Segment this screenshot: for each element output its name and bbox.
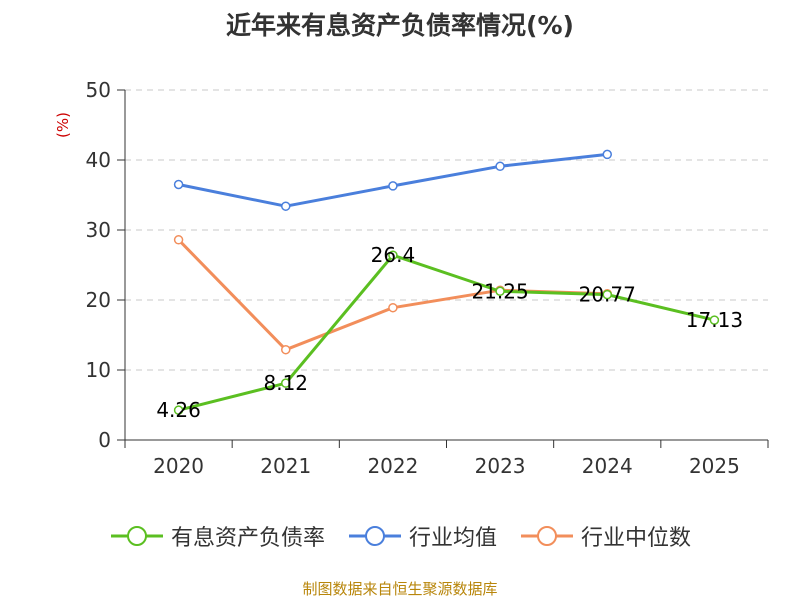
- y-tick-label: 40: [86, 148, 111, 172]
- legend-swatch-icon: [521, 526, 573, 546]
- legend-marker: [537, 526, 557, 546]
- x-tick-label: 2020: [153, 454, 204, 478]
- legend-swatch-icon: [110, 526, 163, 546]
- legend: 有息资产负债率 行业均值 行业中位数: [0, 520, 800, 552]
- data-point: [495, 161, 505, 172]
- data-point: [602, 149, 612, 160]
- series-layer: [173, 149, 720, 415]
- y-tick-label: 0: [98, 428, 111, 452]
- y-axis-label: (%): [54, 112, 72, 138]
- legend-item[interactable]: 有息资产负债率: [109, 520, 325, 552]
- series-line-2: [178, 152, 608, 208]
- data-label: 8.12: [263, 371, 308, 395]
- data-point: [173, 179, 184, 190]
- data-point: [281, 378, 291, 388]
- legend-item[interactable]: 行业中位数: [519, 520, 691, 552]
- legend-item[interactable]: 行业均值: [347, 520, 497, 552]
- legend-marker: [126, 526, 147, 546]
- data-point: [709, 315, 720, 325]
- data-label: 20.77: [579, 283, 636, 307]
- legend-label: 行业均值: [408, 526, 497, 551]
- legend-marker: [364, 526, 385, 546]
- legend-swatch-icon: [348, 526, 401, 546]
- x-tick-label: 2023: [475, 454, 526, 478]
- data-point: [173, 235, 184, 245]
- x-tick-label: 2021: [260, 454, 311, 478]
- y-tick-label: 20: [86, 288, 111, 312]
- y-tick-label: 50: [86, 78, 111, 102]
- y-tick-label: 10: [86, 358, 111, 382]
- data-labels: 4.26 8.12 26.4 21.25 20.77 17.13: [156, 243, 743, 422]
- data-point: [495, 286, 505, 296]
- data-label: 26.4: [371, 243, 416, 267]
- grid-lines: [125, 89, 768, 371]
- data-point: [388, 250, 398, 260]
- x-tick-label: 2022: [367, 454, 418, 478]
- y-tick-label: 30: [86, 218, 111, 242]
- x-tick-label: 2025: [689, 454, 740, 478]
- data-point: [173, 405, 184, 415]
- data-point: [388, 181, 398, 191]
- data-label: 4.26: [156, 398, 201, 422]
- data-label: 21.25: [471, 279, 528, 303]
- axes: 0 10 20 30 40 50 2020 2021 2022 2023 2024 2025: [86, 78, 769, 478]
- x-tick-label: 2024: [582, 454, 633, 478]
- data-label: 17.13: [686, 308, 743, 332]
- source-note: 制图数据来自恒生聚源数据库: [302, 580, 498, 598]
- chart-title: 近年来有息资产负债率情况(%): [226, 11, 574, 40]
- data-point: [281, 344, 291, 355]
- series-line-1: [178, 253, 715, 412]
- legend-label: 有息资产负债率: [170, 526, 325, 551]
- data-point: [281, 201, 291, 211]
- legend-label: 行业中位数: [581, 526, 692, 551]
- data-point: [602, 289, 612, 300]
- data-point: [388, 302, 398, 313]
